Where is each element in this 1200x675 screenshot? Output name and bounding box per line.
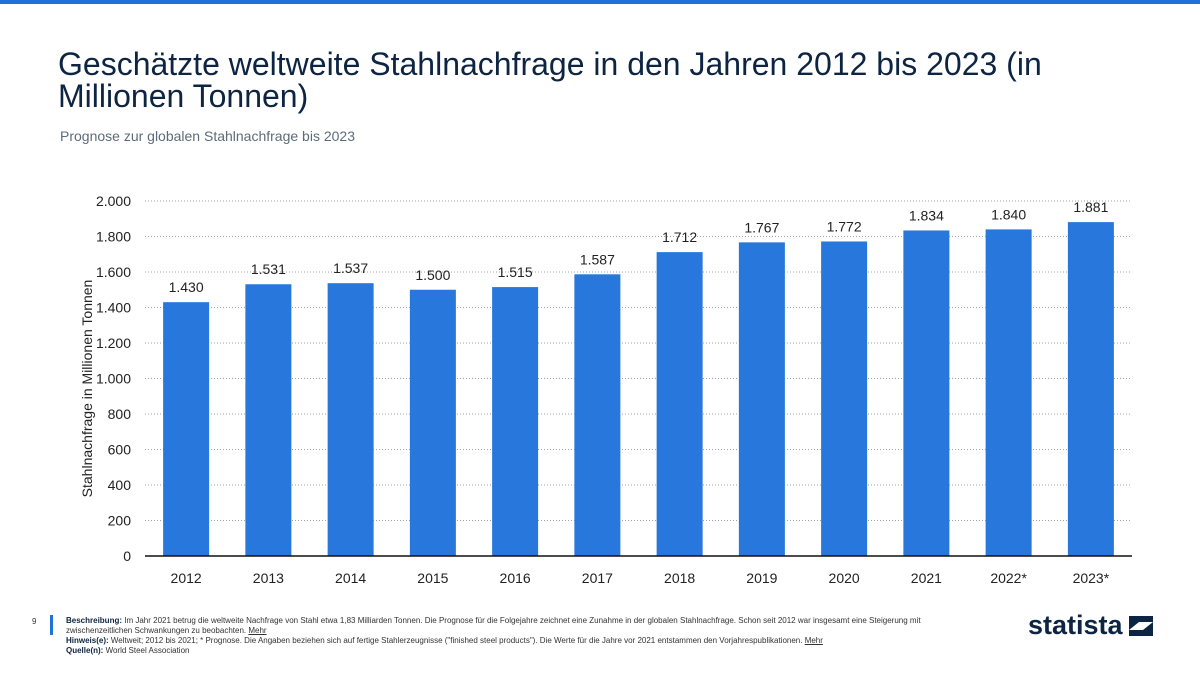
bar-value-label: 1.712 — [662, 229, 697, 245]
bar-value-label: 1.531 — [251, 261, 286, 277]
x-tick-label: 2021 — [911, 570, 942, 586]
bar — [985, 229, 1032, 556]
description-label: Beschreibung: — [66, 616, 123, 625]
statista-logo[interactable]: statista — [1028, 610, 1153, 641]
y-tick-label: 1.800 — [96, 229, 131, 245]
bar — [574, 274, 621, 556]
bar-value-label: 1.587 — [580, 251, 615, 267]
statista-logo-icon — [1128, 615, 1153, 636]
x-tick-label: 2020 — [829, 570, 860, 586]
source-text: World Steel Association — [103, 646, 190, 655]
page-subtitle: Prognose zur globalen Stahlnachfrage bis… — [60, 128, 355, 144]
y-tick-label: 1.000 — [96, 371, 131, 387]
x-tick-label: 2022* — [990, 570, 1027, 586]
bar-value-label: 1.767 — [744, 219, 779, 235]
bar — [327, 283, 374, 556]
bar — [409, 289, 456, 556]
x-tick-label: 2013 — [253, 570, 284, 586]
description-more-link[interactable]: Mehr — [248, 626, 267, 635]
description-text: Im Jahr 2021 betrug die weltweite Nachfr… — [66, 616, 921, 635]
logo-text: statista — [1028, 610, 1123, 640]
x-tick-label: 2018 — [664, 570, 695, 586]
bar — [656, 252, 703, 556]
bar — [903, 230, 950, 556]
bar — [245, 284, 292, 556]
bar-value-label: 1.772 — [827, 218, 862, 234]
x-tick-label: 2016 — [500, 570, 531, 586]
bar-value-label: 1.515 — [498, 264, 533, 280]
notes-more-link[interactable]: Mehr — [804, 636, 823, 645]
bar — [1067, 222, 1114, 556]
y-tick-label: 0 — [123, 548, 131, 564]
bar-value-label: 1.840 — [991, 206, 1026, 222]
y-tick-label: 400 — [108, 477, 132, 493]
x-tick-label: 2015 — [417, 570, 448, 586]
x-tick-label: 2014 — [335, 570, 366, 586]
bar-value-label: 1.537 — [333, 260, 368, 276]
y-tick-label: 2.000 — [96, 193, 131, 209]
x-tick-label: 2023* — [1073, 570, 1110, 586]
chart-footer: Beschreibung: Im Jahr 2021 betrug die we… — [66, 616, 986, 656]
bar-value-label: 1.430 — [169, 279, 204, 295]
y-axis-label: Stahlnachfrage in Millionen Tonnen — [79, 280, 95, 498]
bar-value-label: 1.881 — [1073, 199, 1108, 215]
top-accent-bar — [0, 0, 1200, 4]
bar — [492, 287, 539, 556]
bar-value-label: 1.834 — [909, 207, 944, 223]
x-tick-label: 2019 — [746, 570, 777, 586]
y-tick-label: 600 — [108, 442, 132, 458]
x-tick-label: 2017 — [582, 570, 613, 586]
footer-accent-bar — [50, 615, 53, 635]
notes-label: Hinweis(e): — [66, 636, 109, 645]
bar-value-label: 1.500 — [415, 267, 450, 283]
notes-text: Weltweit; 2012 bis 2021; * Prognose. Die… — [108, 636, 805, 645]
page-number: 9 — [32, 617, 37, 626]
bar — [821, 241, 868, 556]
bar-chart: 0 200 400 600 800 1.000 1.200 1.400 1.600 1.800 2.… — [79, 193, 1132, 586]
x-tick-label: 2012 — [171, 570, 202, 586]
y-tick-label: 1.200 — [96, 335, 131, 351]
source-label: Quelle(n): — [66, 646, 104, 655]
bar — [163, 302, 210, 556]
y-tick-label: 1.400 — [96, 300, 131, 316]
y-tick-label: 200 — [108, 513, 132, 529]
y-tick-label: 1.600 — [96, 264, 131, 280]
y-tick-label: 800 — [108, 406, 132, 422]
bar — [738, 242, 785, 557]
page-title: Geschätzte weltweite Stahlnachfrage in d… — [58, 46, 1042, 114]
